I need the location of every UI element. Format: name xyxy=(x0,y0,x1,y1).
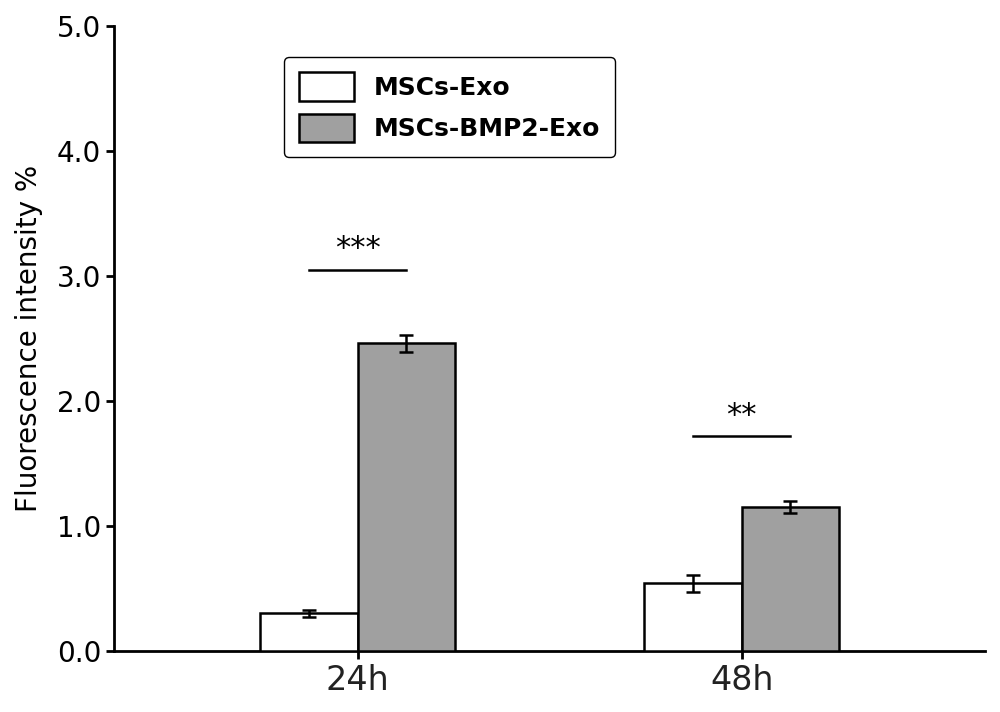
Bar xyxy=(644,583,742,651)
Bar xyxy=(358,343,455,651)
Text: ***: *** xyxy=(335,234,381,263)
Legend: MSCs-Exo, MSCs-BMP2-Exo: MSCs-Exo, MSCs-BMP2-Exo xyxy=(284,57,615,157)
Bar xyxy=(742,507,839,651)
Text: **: ** xyxy=(727,401,757,429)
Bar xyxy=(260,613,358,651)
Y-axis label: Fluorescence intensity %: Fluorescence intensity % xyxy=(15,165,43,512)
